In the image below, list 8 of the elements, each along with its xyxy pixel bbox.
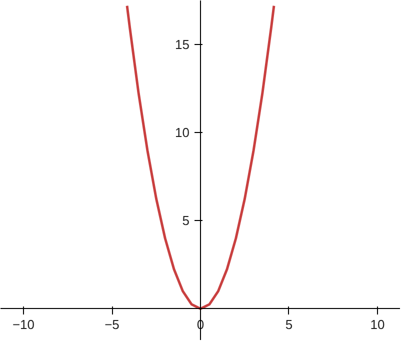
line-series [126,4,276,310]
x-tick-label: 10 [370,316,385,332]
y-tick-label: 10 [175,125,190,140]
x-tick-label: −5 [104,316,120,332]
y-tick-label: 15 [175,37,190,52]
x-tick-label: 5 [285,316,293,332]
x-tick-label: −10 [12,316,35,332]
y-tick-label: 5 [182,213,190,228]
